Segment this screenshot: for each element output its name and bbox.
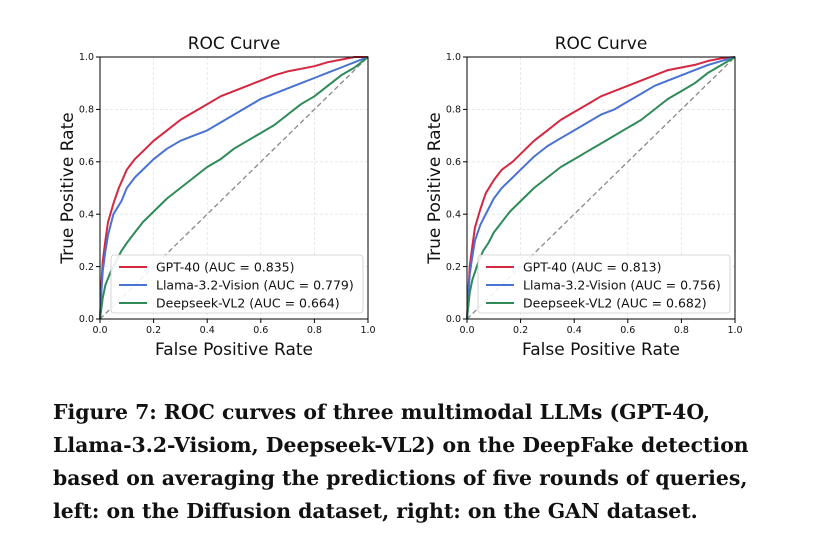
legend-box [110, 254, 364, 314]
caption-line: left: on the Diffusion dataset, right: o… [53, 499, 698, 523]
x-tick-label: 0.0 [92, 325, 107, 336]
x-tick-label: 0.4 [200, 325, 215, 336]
x-axis-label: False Positive Rate [522, 340, 680, 360]
y-axis-label: True Positive Rate [425, 112, 445, 264]
y-tick-label: 1.0 [79, 52, 94, 63]
x-tick-label: 0.6 [620, 325, 635, 336]
y-tick-label: 0.8 [79, 105, 94, 116]
caption-line: Figure 7: ROC curves of three multimodal… [53, 400, 710, 424]
x-tick-label: 0.8 [307, 325, 322, 336]
series-line-llama [99, 56, 369, 320]
x-tick-label: 0.6 [253, 325, 268, 336]
y-tick-label: 1.0 [446, 52, 461, 63]
y-tick-label: 0.4 [446, 209, 461, 220]
y-tick-label: 0.2 [79, 262, 94, 273]
legend: GPT-40 (AUC = 0.813) Llama-3.2-Vision (AU… [477, 254, 731, 314]
plot-frame [99, 56, 369, 320]
roc-chart-right: 0.00.0 0.2 0.2 0.4 0.4 0.6 0.6 0.8 0.8 1.0 1.0 ROC … [425, 34, 743, 360]
legend-entry-label: Llama-3.2-Vision (AUC = 0.756) [523, 278, 721, 293]
x-tick-label: 1.0 [360, 325, 375, 336]
y-tick-label: 0.2 [446, 262, 461, 273]
legend-entry-label: Deepseek-VL2 (AUC = 0.682) [523, 296, 707, 311]
chart-title: ROC Curve [555, 34, 648, 54]
legend: GPT-40 (AUC = 0.835) Llama-3.2-Vision (AU… [110, 254, 364, 314]
plot-frame [466, 56, 736, 320]
caption-line: Llama-3.2-Visiom, Deepseek-VL2) on the D… [53, 433, 749, 457]
series-line-gpt [99, 56, 368, 320]
roc-chart-left: 0.00.0 0.2 0.2 0.4 0.4 0.6 0.6 0.8 0.8 1.0 1.0 ROC … [58, 34, 376, 360]
figure-caption: Figure 7: ROC curves of three multimodal… [53, 396, 783, 528]
legend-entry-label: Deepseek-VL2 (AUC = 0.664) [156, 296, 340, 311]
y-tick-label: 0.6 [446, 157, 461, 168]
y-tick-label: 0.6 [79, 157, 94, 168]
x-tick-label: 0.2 [513, 325, 528, 336]
chart-title: ROC Curve [188, 34, 281, 54]
x-axis-label: False Positive Rate [155, 340, 313, 360]
x-tick-label: 0.0 [459, 325, 474, 336]
figure-charts: 0.00.00.20.20.40.40.60.60.80.81.01.0ROC … [58, 34, 743, 360]
chance-diagonal-line [99, 56, 369, 320]
series-line-llama [466, 56, 736, 320]
series-line-deepseek [466, 56, 736, 320]
y-axis-label: True Positive Rate [58, 112, 78, 264]
legend-box [477, 254, 731, 314]
y-tick-label: 0.0 [79, 314, 94, 325]
y-tick-label: 0.8 [446, 105, 461, 116]
y-tick-label: 0.4 [79, 209, 94, 220]
legend-entry-label: GPT-40 (AUC = 0.813) [523, 260, 662, 275]
legend-entry-label: GPT-40 (AUC = 0.835) [156, 260, 295, 275]
x-tick-label: 0.8 [674, 325, 689, 336]
x-tick-label: 0.4 [567, 325, 582, 336]
legend-entry-label: Llama-3.2-Vision (AUC = 0.779) [156, 278, 354, 293]
x-tick-label: 0.2 [146, 325, 161, 336]
series-line-gpt [466, 56, 736, 320]
caption-line: based on averaging the predictions of fi… [53, 466, 748, 490]
y-tick-label: 0.0 [446, 314, 461, 325]
chance-diagonal-line [466, 56, 736, 320]
x-tick-label: 1.0 [727, 325, 742, 336]
